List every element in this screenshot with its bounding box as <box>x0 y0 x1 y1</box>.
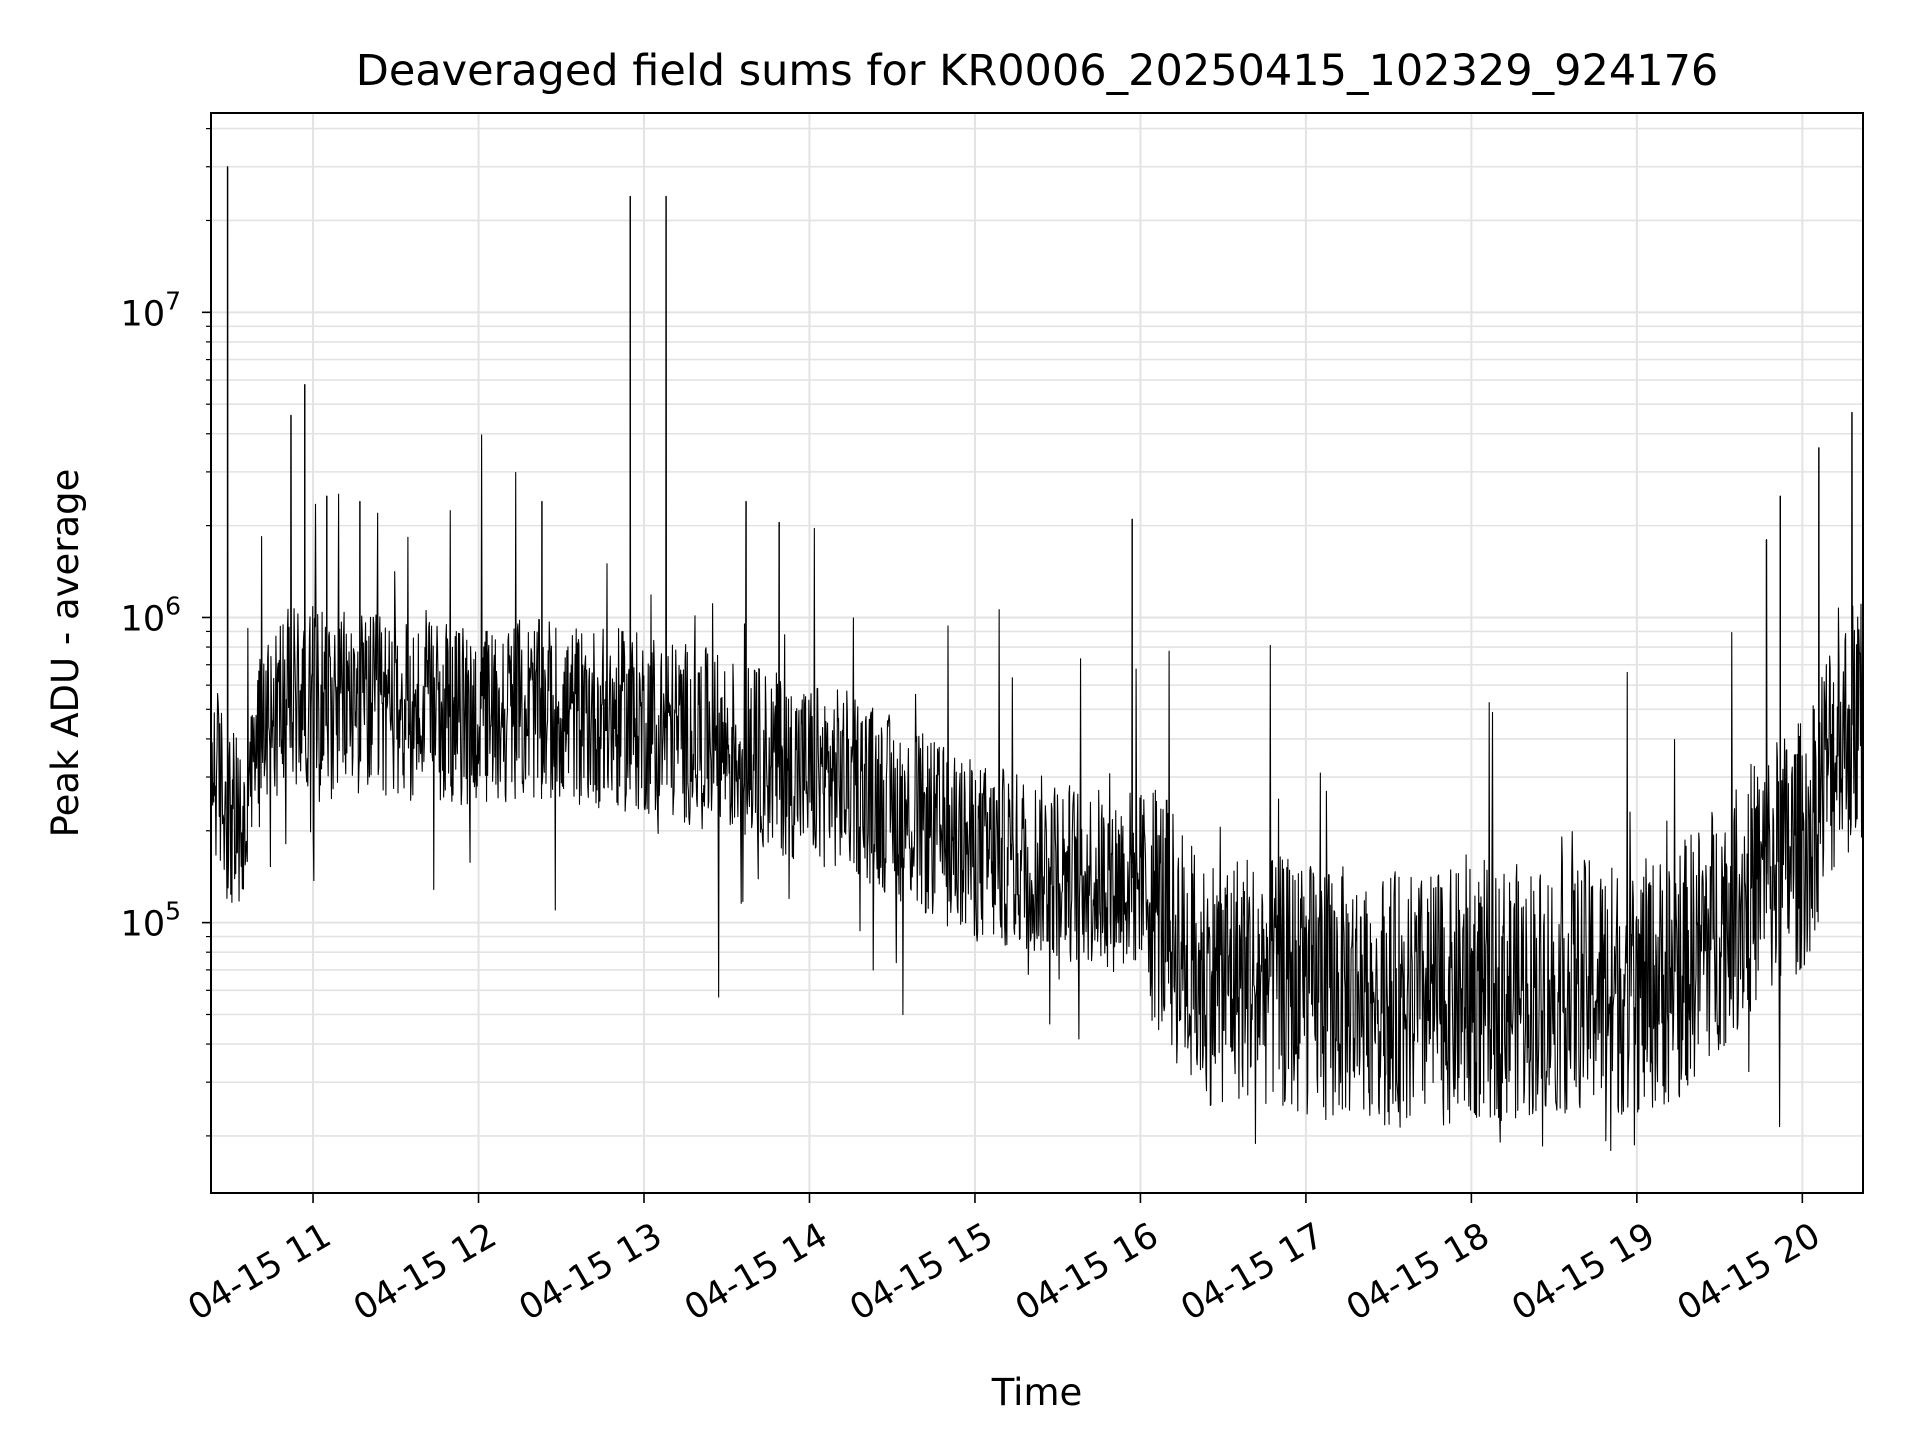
y-tick-base: 10 <box>121 905 166 945</box>
y-axis-label: Peak ADU - average <box>44 469 87 838</box>
y-tick-base: 10 <box>121 294 166 334</box>
x-axis-label: Time <box>991 1371 1083 1414</box>
y-tick-exponent: 5 <box>165 897 181 926</box>
series-line <box>210 166 1864 1152</box>
plot-frame <box>210 112 1864 1194</box>
y-tick-exponent: 6 <box>165 591 181 620</box>
y-tick-exponent: 7 <box>165 286 181 315</box>
y-tick-base: 10 <box>121 599 166 639</box>
y-tick-label: 105 <box>121 897 181 945</box>
y-tick-label: 107 <box>121 286 181 334</box>
y-tick-label: 106 <box>121 591 181 639</box>
series-layer <box>210 166 1864 1152</box>
chart-title: Deaveraged field sums for KR0006_2025041… <box>356 46 1719 96</box>
grid <box>211 113 1863 1193</box>
